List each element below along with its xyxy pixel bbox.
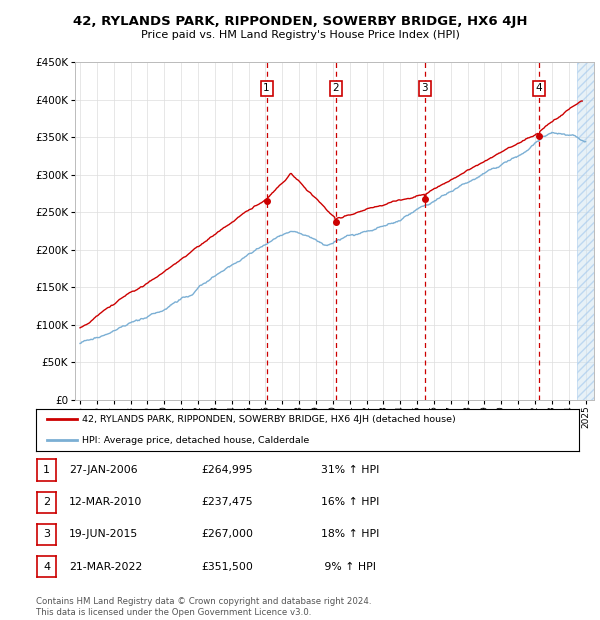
Text: £264,995: £264,995 [201, 465, 253, 475]
Text: £351,500: £351,500 [201, 562, 253, 572]
Text: 2: 2 [43, 497, 50, 507]
Text: 16% ↑ HPI: 16% ↑ HPI [321, 497, 379, 507]
Text: HPI: Average price, detached house, Calderdale: HPI: Average price, detached house, Cald… [82, 436, 310, 445]
Text: Contains HM Land Registry data © Crown copyright and database right 2024.
This d: Contains HM Land Registry data © Crown c… [36, 598, 371, 617]
Text: £237,475: £237,475 [201, 497, 253, 507]
Text: 27-JAN-2006: 27-JAN-2006 [69, 465, 137, 475]
Text: 1: 1 [263, 83, 270, 93]
Text: 2: 2 [333, 83, 340, 93]
Text: 3: 3 [43, 529, 50, 539]
Text: 1: 1 [43, 465, 50, 475]
Text: £267,000: £267,000 [201, 529, 253, 539]
Bar [577, 62, 600, 400]
Text: 9% ↑ HPI: 9% ↑ HPI [321, 562, 376, 572]
Text: 12-MAR-2010: 12-MAR-2010 [69, 497, 142, 507]
Text: 21-MAR-2022: 21-MAR-2022 [69, 562, 142, 572]
Bar [577, 62, 600, 400]
Text: 4: 4 [43, 562, 50, 572]
Text: 3: 3 [422, 83, 428, 93]
Text: 42, RYLANDS PARK, RIPPONDEN, SOWERBY BRIDGE, HX6 4JH (detached house): 42, RYLANDS PARK, RIPPONDEN, SOWERBY BRI… [82, 415, 456, 423]
Text: 18% ↑ HPI: 18% ↑ HPI [321, 529, 379, 539]
Text: Price paid vs. HM Land Registry's House Price Index (HPI): Price paid vs. HM Land Registry's House … [140, 30, 460, 40]
Text: 42, RYLANDS PARK, RIPPONDEN, SOWERBY BRIDGE, HX6 4JH: 42, RYLANDS PARK, RIPPONDEN, SOWERBY BRI… [73, 16, 527, 29]
Text: 4: 4 [535, 83, 542, 93]
Text: 31% ↑ HPI: 31% ↑ HPI [321, 465, 379, 475]
Text: 19-JUN-2015: 19-JUN-2015 [69, 529, 138, 539]
